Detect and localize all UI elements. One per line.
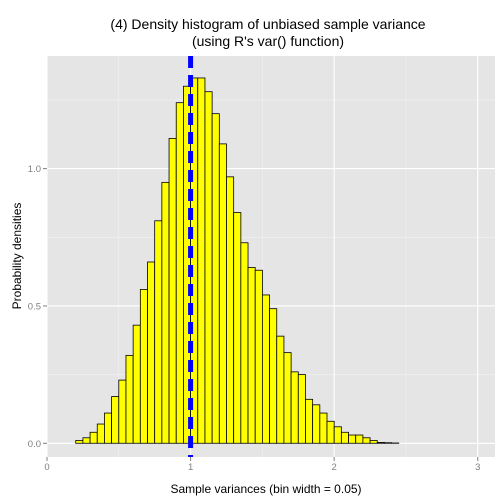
y-tick-label: 0.0: [28, 439, 41, 450]
histogram-bars: [75, 77, 400, 444]
histogram-bar: [312, 404, 321, 444]
histogram-bar: [333, 426, 342, 444]
histogram-bar: [319, 412, 328, 444]
y-tick-label: 1.0: [28, 164, 41, 175]
y-axis-title: Probability densities: [10, 203, 24, 310]
histogram-bar: [175, 102, 184, 444]
histogram-bar: [82, 437, 91, 444]
histogram-bar: [197, 77, 206, 444]
histogram-bar: [75, 440, 84, 444]
x-tick-label: 3: [475, 462, 480, 473]
histogram-bar: [218, 143, 227, 444]
histogram-bar: [269, 308, 278, 444]
histogram-bar: [147, 261, 156, 444]
histogram-bar: [340, 431, 349, 444]
x-tick-label: 2: [332, 462, 337, 473]
histogram-bar: [111, 396, 120, 444]
histogram-bar: [355, 434, 364, 444]
histogram-bar: [168, 137, 177, 444]
histogram-bar: [125, 354, 134, 444]
histogram-bar: [96, 423, 105, 444]
histogram-bar: [118, 379, 127, 444]
histogram-bar: [369, 440, 378, 444]
histogram-bar: [161, 181, 170, 444]
histogram-bar: [154, 220, 163, 444]
x-axis-title: Sample variances (bin width = 0.05): [170, 482, 361, 496]
y-tick-label: 0.5: [28, 301, 41, 312]
histogram-bar: [104, 412, 113, 444]
histogram-bar: [240, 242, 249, 444]
histogram-bar: [276, 335, 285, 444]
histogram-bar: [348, 434, 357, 444]
histogram-bar: [283, 352, 292, 444]
histogram-bar: [211, 113, 220, 444]
histogram-bar: [226, 176, 235, 444]
axis-ticks: 0 1 2 3 0.0 0.5 1.0: [28, 164, 481, 473]
chart-title-line-2: (using R's var() function): [192, 33, 344, 49]
histogram-bar: [290, 371, 299, 444]
histogram-bar: [247, 267, 256, 444]
histogram-bar: [384, 442, 393, 444]
histogram-bar: [89, 431, 98, 444]
histogram-bar: [376, 442, 385, 444]
histogram-bar: [233, 212, 242, 444]
histogram-bar: [261, 294, 270, 444]
histogram-bar: [254, 269, 263, 444]
histogram-bar: [305, 398, 314, 444]
histogram-bar: [362, 437, 371, 444]
x-tick-label: 0: [44, 462, 49, 473]
x-tick-label: 1: [188, 462, 193, 473]
histogram-bar: [139, 289, 148, 444]
histogram-bar: [132, 324, 141, 444]
histogram-bar: [326, 420, 335, 444]
histogram-bar: [204, 91, 213, 444]
histogram-bar: [297, 374, 306, 444]
chart-title-line-1: (4) Density histogram of unbiased sample…: [110, 16, 425, 32]
